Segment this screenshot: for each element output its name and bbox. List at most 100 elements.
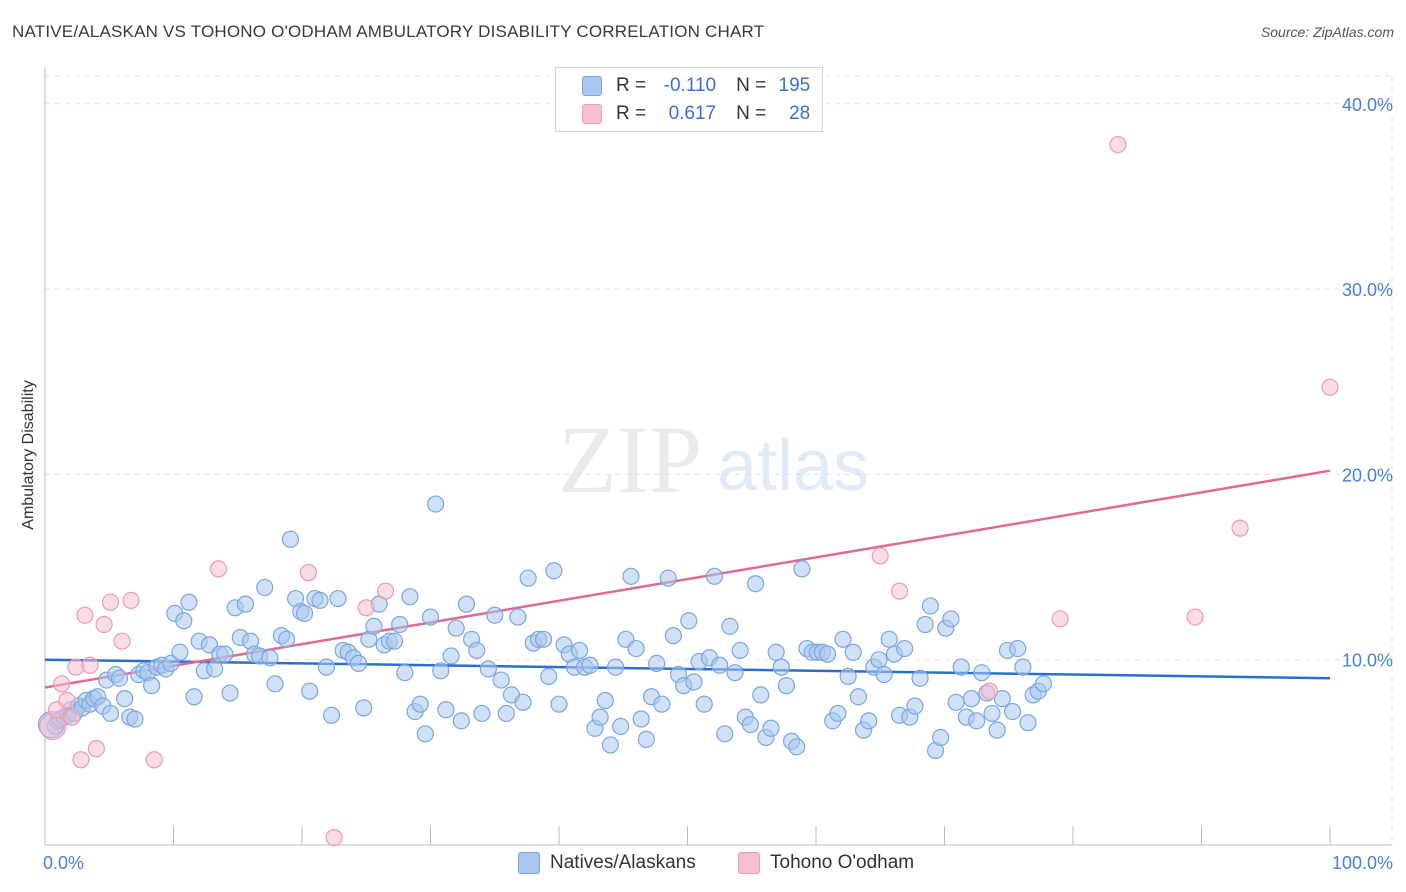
native-point xyxy=(110,669,129,687)
native-point xyxy=(860,712,878,730)
native-point xyxy=(261,649,279,667)
legend-r-label: R = xyxy=(616,75,647,96)
native-point xyxy=(988,721,1006,739)
native-point xyxy=(921,597,939,615)
bottom-legend-swatch-pink xyxy=(738,852,760,874)
native-point xyxy=(653,695,671,713)
native-point xyxy=(839,667,857,685)
native-point xyxy=(221,684,239,702)
y-tick-label: 40.0% xyxy=(1342,95,1393,115)
native-point xyxy=(993,690,1011,708)
native-point xyxy=(829,704,847,723)
tohono-point xyxy=(95,615,113,634)
native-point xyxy=(492,671,510,689)
tohono-point xyxy=(325,828,343,847)
legend-row-tohono: R = 0.617 N = 28 xyxy=(582,102,810,126)
native-point xyxy=(916,615,934,634)
native-point xyxy=(385,632,404,650)
native-point xyxy=(162,654,180,673)
native-point xyxy=(126,710,144,728)
native-point xyxy=(896,639,914,658)
legend-n-label: N = xyxy=(736,75,767,96)
native-point xyxy=(747,575,765,593)
native-point xyxy=(281,530,300,548)
tohono-point xyxy=(72,751,90,769)
native-point xyxy=(664,627,682,645)
native-point xyxy=(1034,675,1053,693)
tohono-point xyxy=(67,658,85,676)
native-point xyxy=(329,589,347,608)
tohono-point xyxy=(122,591,140,610)
native-point xyxy=(762,719,780,737)
native-point xyxy=(731,641,749,660)
native-point xyxy=(973,664,991,682)
native-point xyxy=(767,643,785,661)
native-point xyxy=(606,658,625,676)
native-point xyxy=(834,630,852,648)
native-point xyxy=(570,641,589,660)
native-point xyxy=(550,695,568,713)
native-point xyxy=(519,569,537,587)
native-point xyxy=(479,660,497,678)
native-point xyxy=(612,717,630,736)
tohono-point xyxy=(209,560,228,578)
native-point xyxy=(509,608,527,626)
tohono-point xyxy=(101,593,120,611)
source-label: Source: ZipAtlas.com xyxy=(1260,24,1394,40)
native-point xyxy=(421,608,440,626)
bottom-legend-natives: Natives/Alaskans xyxy=(518,852,696,874)
legend-swatch-blue xyxy=(582,76,602,96)
native-point xyxy=(591,708,609,726)
native-point xyxy=(659,569,677,587)
native-point xyxy=(143,677,161,695)
native-point xyxy=(932,728,950,747)
native-point xyxy=(637,730,655,748)
chart-title: NATIVE/ALASKAN VS TOHONO O'ODHAM AMBULAT… xyxy=(12,22,765,41)
bottom-legend-label-tohono: Tohono O'odham xyxy=(770,852,915,873)
native-point xyxy=(622,567,640,585)
native-point xyxy=(468,641,486,660)
native-point xyxy=(772,658,790,676)
bottom-legend-tohono: Tohono O'odham xyxy=(738,852,914,874)
native-point xyxy=(716,725,734,743)
native-point xyxy=(952,658,970,676)
native-point xyxy=(962,690,981,708)
tohono-point xyxy=(1186,608,1204,626)
legend: R = -0.110 N = 195 R = 0.617 N = 28 xyxy=(555,67,823,132)
native-point xyxy=(216,645,234,663)
native-point xyxy=(355,699,373,717)
native-point xyxy=(437,701,455,719)
y-tick-label: 30.0% xyxy=(1342,280,1393,300)
tohono-point xyxy=(1051,610,1069,628)
native-point xyxy=(601,736,620,754)
native-point xyxy=(880,630,898,648)
tohono-point xyxy=(1321,378,1339,396)
tohono-point xyxy=(81,656,99,674)
watermark-atlas: atlas xyxy=(717,426,869,506)
tohono-point xyxy=(53,675,71,693)
native-point xyxy=(632,710,650,728)
native-point xyxy=(1004,702,1022,721)
legend-n-value: 28 xyxy=(789,103,811,124)
native-point xyxy=(793,560,811,578)
native-point xyxy=(968,712,986,730)
native-point xyxy=(947,693,965,711)
native-point xyxy=(101,704,120,723)
native-point xyxy=(256,578,274,597)
native-point xyxy=(266,675,284,693)
legend-row-natives: R = -0.110 N = 195 xyxy=(582,74,810,98)
tohono-point xyxy=(1231,519,1249,537)
bottom-legend-label-natives: Natives/Alaskans xyxy=(550,852,696,873)
native-point xyxy=(1009,639,1027,658)
legend-r-value: 0.617 xyxy=(668,103,717,124)
native-point xyxy=(752,686,770,704)
native-point xyxy=(540,667,558,685)
native-point xyxy=(175,612,193,630)
watermark-zip: ZIP xyxy=(558,406,702,513)
tohono-point xyxy=(58,691,76,710)
native-point xyxy=(596,691,614,710)
native-point xyxy=(711,656,729,674)
native-point xyxy=(317,658,336,676)
native-point xyxy=(983,704,1001,723)
